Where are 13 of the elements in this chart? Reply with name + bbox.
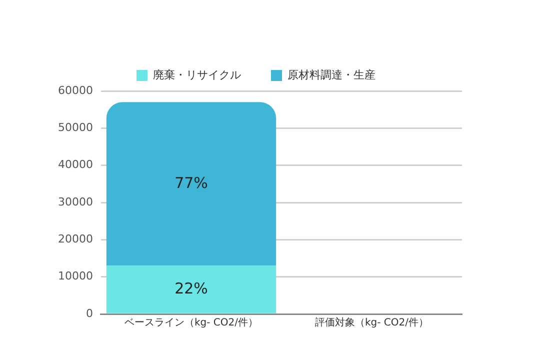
y-tick-label: 30000 bbox=[58, 195, 93, 208]
y-tick-label: 20000 bbox=[58, 232, 93, 246]
y-tick-label: 0 bbox=[86, 306, 93, 320]
x-tick-label: 評価対象（kg- CO2/件） bbox=[314, 316, 429, 329]
y-tick-label: 10000 bbox=[58, 270, 93, 283]
y-tick-label: 60000 bbox=[58, 84, 93, 97]
annotation: 77% bbox=[174, 174, 208, 192]
y-tick-label: 40000 bbox=[58, 158, 93, 172]
y-tick-label: 50000 bbox=[58, 121, 93, 134]
x-tick-label: ベースライン（kg- CO2/件） bbox=[124, 318, 258, 329]
legend-label: 廃棄・リサイクル bbox=[153, 68, 241, 82]
legend-label: 原材料調達・生産 bbox=[288, 68, 376, 82]
annotation: 22% bbox=[174, 279, 208, 298]
